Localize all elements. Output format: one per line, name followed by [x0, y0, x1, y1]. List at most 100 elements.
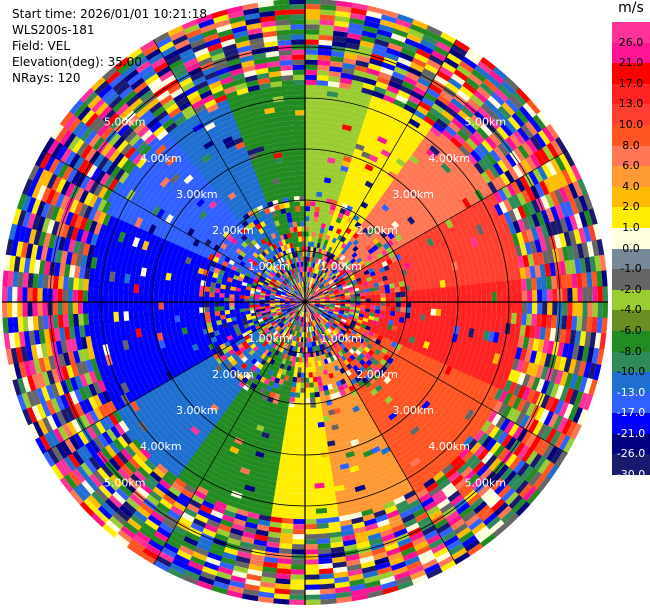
- range-gate: [375, 175, 386, 184]
- range-gate: [304, 433, 313, 439]
- range-gate: [334, 586, 351, 594]
- range-gate: [304, 579, 320, 585]
- range-gate: [418, 100, 433, 112]
- range-gate: [479, 82, 495, 97]
- range-gate: [322, 213, 329, 220]
- range-gate: [275, 404, 283, 411]
- range-gate: [312, 330, 316, 337]
- range-gate: [161, 517, 177, 530]
- range-gate: [578, 211, 589, 229]
- range-gate: [289, 579, 305, 585]
- range-gate: [295, 320, 299, 327]
- range-gate: [330, 350, 336, 357]
- range-gate: [365, 10, 383, 20]
- range-gate: [419, 283, 426, 291]
- range-gate: [304, 503, 316, 510]
- range-gate: [558, 153, 571, 170]
- range-gate: [503, 211, 513, 225]
- range-gate: [395, 140, 408, 150]
- range-gate: [327, 270, 333, 276]
- range-gate: [262, 494, 275, 502]
- range-gate: [534, 264, 542, 279]
- range-gate: [473, 90, 488, 104]
- range-gate: [299, 321, 302, 327]
- range-gate: [394, 362, 403, 371]
- range-gate: [450, 286, 457, 295]
- range-gate: [529, 325, 537, 339]
- range-gate: [394, 311, 401, 318]
- range-gate: [430, 288, 437, 296]
- range-gate: [319, 294, 325, 298]
- range-gate: [357, 346, 364, 353]
- range-gate: [459, 466, 473, 479]
- range-gate: [412, 191, 422, 201]
- range-gate: [427, 342, 435, 352]
- range-gate: [257, 403, 266, 411]
- range-gate: [282, 331, 288, 337]
- range-gate: [217, 523, 232, 533]
- range-gate: [318, 34, 334, 41]
- range-gate: [413, 319, 420, 327]
- range-gate: [315, 269, 320, 275]
- range-gate: [375, 294, 381, 299]
- range-gate: [431, 226, 441, 236]
- range-gate: [291, 318, 295, 324]
- range-gate: [331, 314, 338, 319]
- range-gate: [512, 459, 526, 475]
- range-gate: [429, 173, 441, 185]
- range-gate: [232, 565, 249, 574]
- range-gate: [411, 19, 429, 31]
- range-gate: [465, 355, 474, 366]
- range-gate: [325, 284, 331, 289]
- range-gate: [319, 297, 325, 300]
- range-gate: [219, 428, 230, 438]
- range-gate: [423, 115, 437, 127]
- range-gate: [417, 353, 425, 362]
- range-gate: [549, 383, 560, 399]
- range-gate: [348, 200, 356, 208]
- range-gate: [552, 414, 564, 432]
- range-gate: [348, 412, 357, 420]
- range-gate: [318, 573, 335, 580]
- range-gate: [444, 385, 454, 396]
- range-gate: [315, 318, 319, 324]
- range-gate: [446, 332, 454, 342]
- range-gate: [366, 254, 373, 261]
- range-gate: [346, 32, 363, 41]
- range-gate: [425, 481, 439, 493]
- range-gate: [472, 347, 481, 359]
- range-gate: [349, 583, 366, 592]
- range-gate: [464, 52, 481, 66]
- range-gate: [306, 306, 309, 312]
- range-gate: [425, 308, 432, 316]
- range-gate: [352, 364, 360, 372]
- range-gate: [256, 524, 270, 532]
- range-gate: [358, 244, 366, 252]
- range-gate: [517, 445, 530, 460]
- range-gate: [343, 387, 351, 395]
- range-gate: [349, 340, 357, 347]
- range-gate: [301, 352, 305, 358]
- range-gate: [409, 238, 418, 248]
- range-gate: [361, 266, 369, 273]
- range-gate: [418, 233, 427, 243]
- range-gate: [351, 405, 361, 413]
- range-gate: [479, 467, 493, 482]
- range-gate: [264, 421, 273, 429]
- range-gate: [308, 316, 311, 322]
- range-gate: [319, 593, 337, 600]
- range-gate: [395, 94, 409, 105]
- range-gate: [449, 216, 459, 227]
- range-gate: [334, 591, 352, 599]
- range-gate: [528, 471, 542, 487]
- range-gate: [522, 336, 530, 350]
- range-gate: [282, 379, 289, 386]
- range-gate: [496, 302, 502, 313]
- range-gate: [470, 114, 485, 128]
- range-gate: [364, 580, 381, 589]
- range-gate: [371, 167, 382, 176]
- range-gate: [554, 384, 565, 401]
- range-gate: [426, 430, 438, 442]
- range-gate: [343, 359, 350, 366]
- range-gate: [447, 195, 458, 207]
